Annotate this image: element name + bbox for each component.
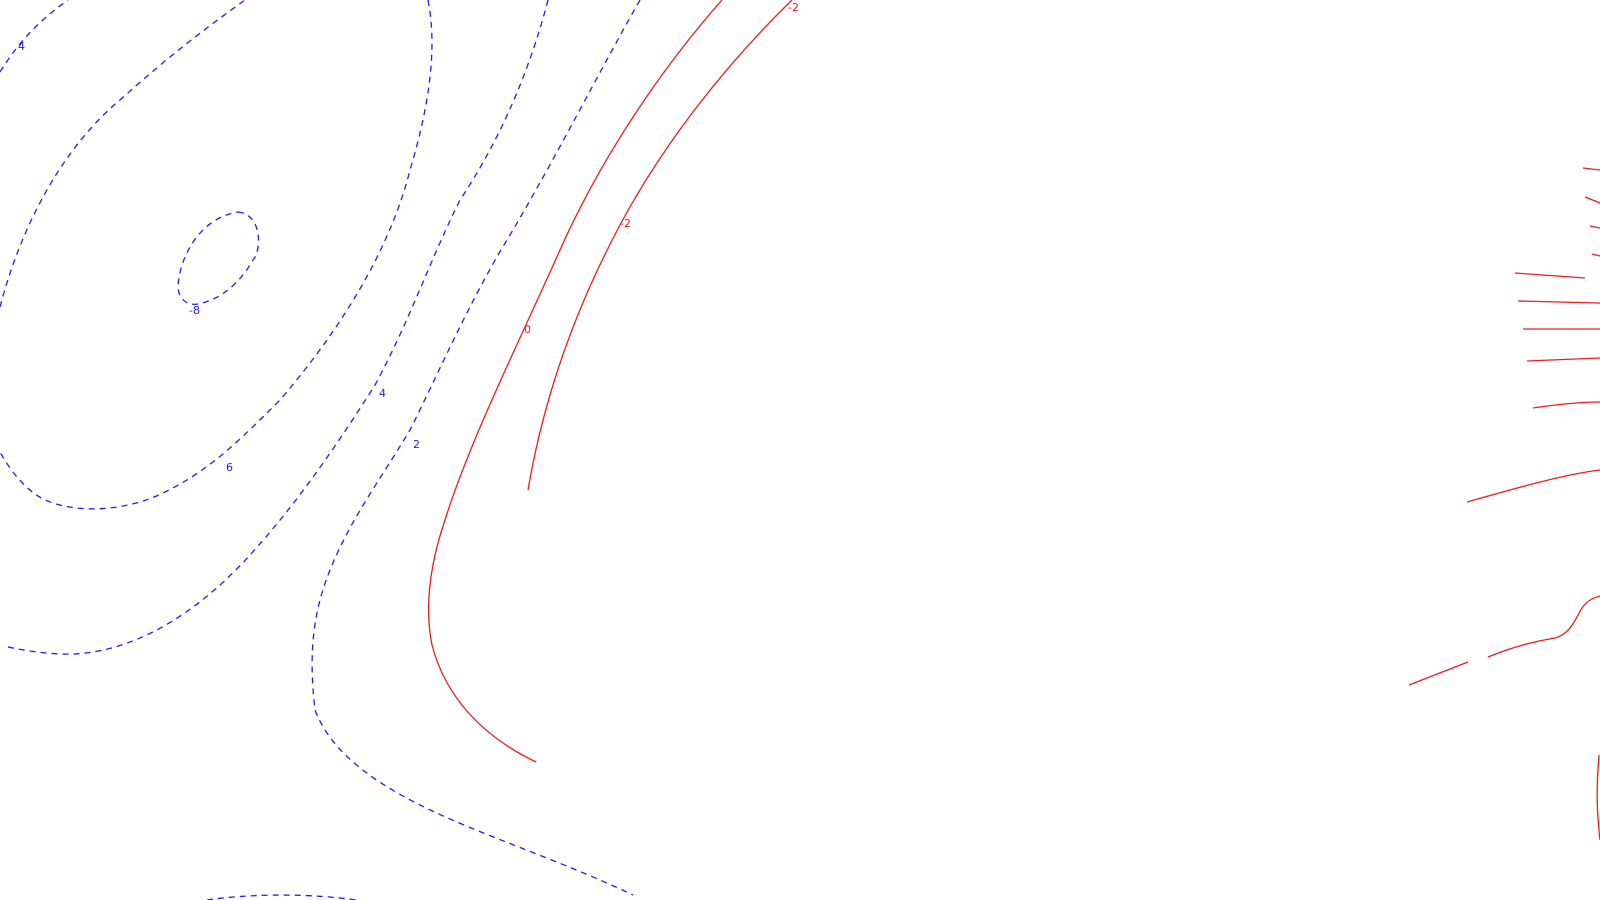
- contour-label-0: 0: [524, 323, 531, 336]
- contour-label-2: 2: [413, 438, 420, 451]
- contour-line-6: [0, 0, 433, 510]
- contour-line-neg2: [527, 0, 793, 491]
- positive-contours: [427, 0, 1600, 841]
- contour-label-neg2-mid: -2: [620, 217, 631, 230]
- contour-line-2: [311, 0, 641, 896]
- contour-line-bottom: [206, 894, 357, 900]
- contour-label-4-top: 4: [18, 40, 25, 53]
- contour-segment-1: [1514, 272, 1586, 279]
- contour-line-8: [177, 211, 260, 305]
- contour-line-0: [427, 0, 723, 763]
- contour-labels: 4 -8 6 4 2 0 -2 -2: [18, 1, 799, 474]
- contour-tick-4: [1591, 253, 1600, 257]
- contour-edge-right: [1596, 754, 1600, 841]
- contour-line-4: [0, 0, 549, 655]
- contour-label-6: 6: [226, 461, 233, 474]
- contour-label-neg2-top: -2: [788, 1, 799, 14]
- contour-tick-3: [1589, 225, 1600, 229]
- contour-tick-1: [1582, 167, 1600, 171]
- contour-label-4-mid: 4: [379, 387, 386, 400]
- contour-segment-6: [1466, 469, 1600, 503]
- contour-tick-2: [1584, 196, 1600, 204]
- negative-contours: [0, 0, 641, 900]
- contour-segment-7: [1408, 595, 1600, 686]
- contour-label-8: -8: [189, 304, 200, 317]
- contour-segment-5: [1532, 401, 1600, 409]
- contour-segment-2: [1517, 300, 1600, 304]
- contour-segment-4: [1526, 357, 1600, 362]
